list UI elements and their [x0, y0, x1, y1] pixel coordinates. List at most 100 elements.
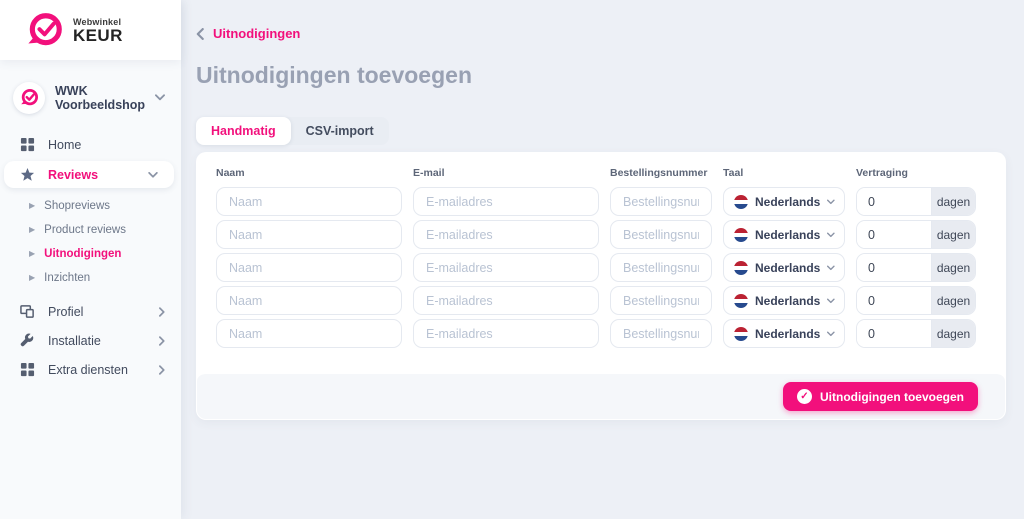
app-logo[interactable]: Webwinkel KEUR — [0, 0, 181, 60]
check-circle-icon: ✓ — [797, 389, 812, 404]
invitation-row: Nederlands dagen — [216, 286, 986, 315]
email-input[interactable] — [413, 286, 599, 315]
delay-field: dagen — [856, 220, 976, 249]
delay-input[interactable] — [857, 254, 931, 281]
chevron-right-icon — [159, 364, 165, 375]
delay-unit-label: dagen — [931, 254, 975, 281]
breadcrumb[interactable]: Uitnodigingen — [196, 26, 300, 41]
language-value: Nederlands — [755, 227, 821, 242]
form-footer: ✓ Uitnodigingen toevoegen — [197, 372, 1005, 419]
caret-right-icon: ▶ — [29, 201, 36, 210]
netherlands-flag-icon — [734, 227, 748, 242]
delay-input[interactable] — [857, 188, 931, 215]
sidebar-item-home[interactable]: Home — [0, 132, 181, 157]
shop-logo-icon — [20, 88, 38, 106]
shop-selector[interactable]: WWK Voorbeeldshop — [0, 60, 181, 118]
chevron-down-icon — [155, 94, 165, 101]
sidebar-item-extra-diensten[interactable]: Extra diensten — [0, 357, 181, 382]
netherlands-flag-icon — [734, 326, 748, 341]
order-number-input[interactable] — [610, 187, 712, 216]
subitem-label: Uitnodigingen — [44, 248, 122, 260]
sidebar-item-reviews[interactable]: Reviews — [4, 161, 174, 188]
chevron-left-icon — [196, 27, 204, 40]
language-select[interactable]: Nederlands — [723, 286, 845, 315]
name-input[interactable] — [216, 187, 402, 216]
sidebar-item-label: Profiel — [48, 304, 84, 319]
language-value: Nederlands — [755, 293, 821, 308]
windows-icon — [20, 305, 34, 318]
tab-bar: Handmatig CSV-import — [196, 117, 389, 145]
sidebar-item-label: Home — [48, 137, 82, 152]
invitation-row: Nederlands dagen — [216, 220, 986, 249]
grid-icon — [20, 362, 35, 377]
delay-unit-label: dagen — [931, 221, 975, 248]
chevron-down-icon — [148, 171, 158, 178]
language-select[interactable]: Nederlands — [723, 319, 845, 348]
page-title: Uitnodigingen toevoegen — [196, 62, 472, 88]
sidebar-group: Profiel Installatie — [0, 299, 181, 382]
language-select[interactable]: Nederlands — [723, 220, 845, 249]
language-select[interactable]: Nederlands — [723, 187, 845, 216]
name-input[interactable] — [216, 319, 402, 348]
sidebar-subitem-product-reviews[interactable]: ▶ Product reviews — [0, 218, 181, 242]
invitations-form-card: Naam E-mail Bestellingsnummer Taal Vertr… — [196, 152, 1006, 420]
subitem-label: Shopreviews — [44, 200, 110, 212]
order-number-input[interactable] — [610, 220, 712, 249]
column-label-vertraging: Vertraging — [856, 167, 908, 179]
language-value: Nederlands — [755, 194, 821, 209]
subitem-label: Inzichten — [44, 272, 91, 284]
column-label-email: E-mail — [413, 167, 445, 179]
tab-handmatig[interactable]: Handmatig — [196, 117, 291, 145]
delay-field: dagen — [856, 187, 976, 216]
logo-text-top: Webwinkel — [73, 16, 122, 27]
sidebar-item-label: Extra diensten — [48, 362, 128, 377]
sidebar: Webwinkel KEUR WWK Voorbeeldshop Home — [0, 0, 181, 519]
reviews-subnav: ▶ Shopreviews ▶ Product reviews ▶ Uitnod… — [0, 192, 181, 294]
tab-csv-import[interactable]: CSV-import — [305, 124, 374, 138]
form-body: Naam E-mail Bestellingsnummer Taal Vertr… — [196, 152, 1006, 348]
delay-input[interactable] — [857, 320, 931, 347]
chevron-down-icon — [827, 265, 835, 270]
delay-unit-label: dagen — [931, 320, 975, 347]
invitation-row: Nederlands dagen — [216, 187, 986, 216]
chevron-down-icon — [827, 298, 835, 303]
submit-invitations-button[interactable]: ✓ Uitnodigingen toevoegen — [783, 382, 978, 411]
invitation-row: Nederlands dagen — [216, 253, 986, 282]
logo-text-bottom: KEUR — [73, 25, 123, 45]
chevron-down-icon — [827, 199, 835, 204]
wrench-icon — [20, 333, 34, 347]
delay-unit-label: dagen — [931, 188, 975, 215]
order-number-input[interactable] — [610, 253, 712, 282]
name-input[interactable] — [216, 253, 402, 282]
logo-text: Webwinkel KEUR — [73, 17, 123, 44]
order-number-input[interactable] — [610, 319, 712, 348]
name-input[interactable] — [216, 220, 402, 249]
delay-input[interactable] — [857, 221, 931, 248]
netherlands-flag-icon — [734, 293, 748, 308]
delay-input[interactable] — [857, 287, 931, 314]
column-headers: Naam E-mail Bestellingsnummer Taal Vertr… — [216, 167, 986, 187]
chevron-down-icon — [827, 232, 835, 237]
sidebar-item-profiel[interactable]: Profiel — [0, 299, 181, 324]
email-input[interactable] — [413, 319, 599, 348]
name-input[interactable] — [216, 286, 402, 315]
sidebar-subitem-inzichten[interactable]: ▶ Inzichten — [0, 266, 181, 290]
email-input[interactable] — [413, 220, 599, 249]
email-input[interactable] — [413, 187, 599, 216]
caret-right-icon: ▶ — [29, 273, 36, 282]
sidebar-subitem-uitnodigingen[interactable]: ▶ Uitnodigingen — [0, 242, 181, 266]
sidebar-nav: Home Reviews ▶ Shopreviews ▶ Product rev… — [0, 118, 181, 382]
sidebar-subitem-shopreviews[interactable]: ▶ Shopreviews — [0, 194, 181, 218]
invitation-row: Nederlands dagen — [216, 319, 986, 348]
star-icon — [20, 167, 35, 181]
language-select[interactable]: Nederlands — [723, 253, 845, 282]
column-label-naam: Naam — [216, 167, 245, 179]
email-input[interactable] — [413, 253, 599, 282]
column-label-bestellingsnummer: Bestellingsnummer — [610, 167, 708, 179]
chevron-right-icon — [159, 306, 165, 317]
breadcrumb-label: Uitnodigingen — [213, 26, 301, 41]
order-number-input[interactable] — [610, 286, 712, 315]
grid-icon — [20, 137, 35, 152]
sidebar-item-installatie[interactable]: Installatie — [0, 328, 181, 353]
caret-right-icon: ▶ — [29, 249, 36, 258]
